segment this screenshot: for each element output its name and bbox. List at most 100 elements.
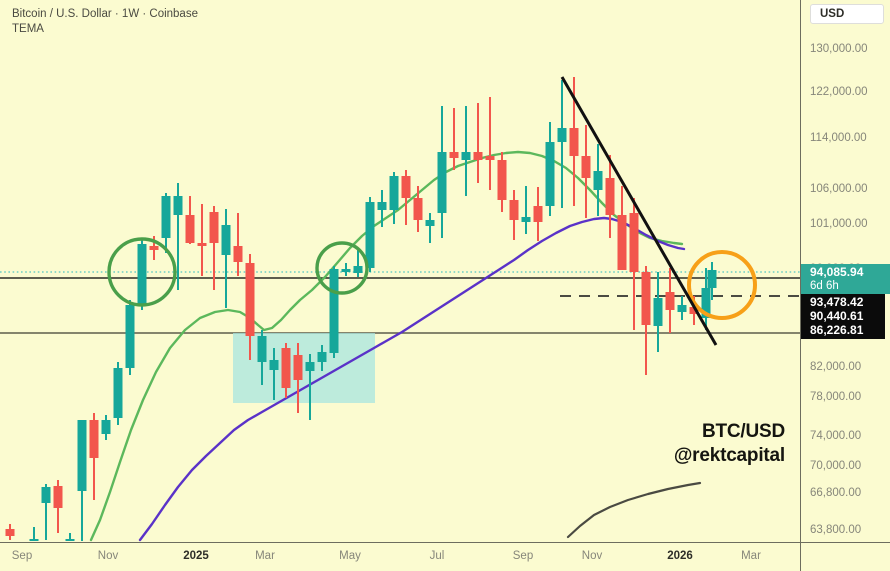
candle[interactable] bbox=[293, 343, 303, 413]
candle[interactable] bbox=[353, 250, 363, 277]
candle[interactable] bbox=[677, 296, 687, 320]
candle[interactable] bbox=[305, 354, 315, 420]
candle[interactable] bbox=[413, 186, 423, 232]
candle[interactable] bbox=[701, 268, 711, 330]
time-tick: Mar bbox=[255, 550, 275, 562]
candle[interactable] bbox=[641, 266, 651, 375]
level-price-2: 90,440.61 bbox=[810, 309, 864, 323]
candle[interactable] bbox=[245, 254, 255, 360]
time-tick: 2026 bbox=[667, 550, 693, 562]
candle[interactable] bbox=[281, 343, 291, 398]
time-tick: May bbox=[339, 550, 361, 562]
candle[interactable] bbox=[329, 266, 339, 358]
candle[interactable] bbox=[545, 122, 555, 216]
price-tick: 130,000.00 bbox=[810, 43, 868, 55]
time-tick: Nov bbox=[97, 550, 119, 562]
candle[interactable] bbox=[65, 533, 75, 541]
candle[interactable] bbox=[449, 108, 459, 170]
candle[interactable] bbox=[497, 152, 507, 212]
candle[interactable] bbox=[533, 187, 543, 241]
candle[interactable] bbox=[41, 484, 51, 540]
candle[interactable] bbox=[485, 97, 495, 190]
candle[interactable] bbox=[5, 524, 15, 540]
time-tick: Sep bbox=[11, 550, 33, 562]
indicator-lines bbox=[89, 150, 702, 542]
candle[interactable] bbox=[653, 272, 663, 352]
candle[interactable] bbox=[125, 300, 135, 375]
candle[interactable] bbox=[221, 209, 231, 308]
price-tick: 78,000.00 bbox=[810, 391, 862, 403]
candle[interactable] bbox=[29, 527, 39, 541]
candle[interactable] bbox=[581, 125, 591, 218]
candle[interactable] bbox=[365, 197, 375, 272]
candlestick-series bbox=[5, 77, 717, 541]
watermark-handle: @rektcapital bbox=[673, 445, 785, 466]
candle[interactable] bbox=[521, 186, 531, 234]
price-tick: 101,000.00 bbox=[810, 218, 868, 230]
candle[interactable] bbox=[161, 193, 171, 253]
series-ma[interactable] bbox=[138, 216, 686, 542]
chart-plot-area[interactable] bbox=[0, 0, 800, 542]
candle[interactable] bbox=[257, 330, 267, 385]
candle[interactable] bbox=[557, 80, 567, 208]
candle[interactable] bbox=[473, 103, 483, 183]
candle[interactable] bbox=[437, 106, 447, 238]
accumulation-box[interactable] bbox=[233, 333, 375, 403]
candle[interactable] bbox=[377, 190, 387, 227]
candle[interactable] bbox=[317, 345, 327, 371]
candle[interactable] bbox=[389, 172, 399, 224]
candle[interactable] bbox=[401, 170, 411, 225]
candle[interactable] bbox=[233, 213, 243, 276]
highlight-boxes bbox=[233, 333, 375, 403]
currency-label: USD bbox=[820, 8, 845, 20]
level-price-1: 93,478.42 bbox=[810, 295, 864, 309]
bar-countdown: 6d 6h bbox=[810, 280, 839, 292]
price-tick: 82,000.00 bbox=[810, 361, 862, 373]
candle[interactable] bbox=[593, 144, 603, 216]
price-tick: 66,800.00 bbox=[810, 487, 862, 499]
candle[interactable] bbox=[209, 206, 219, 290]
candle[interactable] bbox=[101, 415, 111, 440]
candle[interactable] bbox=[197, 204, 207, 276]
candle[interactable] bbox=[425, 213, 435, 243]
candle[interactable] bbox=[341, 263, 351, 276]
candle[interactable] bbox=[185, 196, 195, 244]
downtrend-line[interactable] bbox=[560, 76, 718, 346]
candle[interactable] bbox=[629, 198, 639, 330]
circle-orange-right[interactable] bbox=[687, 250, 757, 320]
current-price-badge[interactable]: 94,085.94 6d 6h bbox=[801, 264, 890, 294]
candle[interactable] bbox=[605, 155, 615, 238]
circle-green-left[interactable] bbox=[107, 237, 177, 307]
candle[interactable] bbox=[617, 186, 627, 270]
candle[interactable] bbox=[665, 268, 675, 333]
price-tick: 106,000.00 bbox=[810, 183, 868, 195]
current-price-value: 94,085.94 bbox=[810, 265, 864, 279]
time-tick: Sep bbox=[512, 550, 534, 562]
price-tick: 114,000.00 bbox=[810, 132, 867, 144]
time-axis[interactable]: Sep Nov 2025 Mar May Jul Sep Nov 2026 Mar bbox=[0, 542, 890, 571]
candle[interactable] bbox=[707, 262, 717, 300]
watermark: BTC/USD @rektcapital bbox=[674, 420, 785, 468]
candle[interactable] bbox=[269, 348, 279, 400]
level-price-badges[interactable]: 93,478.42 90,440.61 86,226.81 bbox=[801, 294, 885, 339]
drawing-annotations bbox=[107, 76, 757, 346]
candle[interactable] bbox=[173, 183, 183, 290]
candle[interactable] bbox=[137, 240, 147, 310]
chart-canvas bbox=[0, 76, 800, 542]
level-price-3: 86,226.81 bbox=[810, 323, 864, 337]
series-projection[interactable] bbox=[566, 481, 702, 539]
currency-button[interactable]: USD bbox=[810, 4, 884, 24]
candle[interactable] bbox=[113, 362, 123, 425]
indicator-label[interactable]: TEMA bbox=[12, 23, 44, 35]
candle[interactable] bbox=[77, 420, 87, 541]
candle[interactable] bbox=[53, 480, 63, 533]
candle[interactable] bbox=[461, 106, 471, 196]
series-tema[interactable] bbox=[89, 150, 684, 542]
candle[interactable] bbox=[509, 190, 519, 240]
price-tick: 63,800.00 bbox=[810, 524, 862, 536]
price-axis[interactable]: USD 130,000.00 122,000.00 114,000.00 106,00… bbox=[800, 0, 890, 542]
circle-green-mid[interactable] bbox=[315, 241, 369, 295]
symbol-title[interactable]: Bitcoin / U.S. Dollar · 1W · Coinbase bbox=[12, 8, 198, 20]
time-tick: Jul bbox=[429, 550, 445, 562]
candle[interactable] bbox=[89, 413, 99, 500]
